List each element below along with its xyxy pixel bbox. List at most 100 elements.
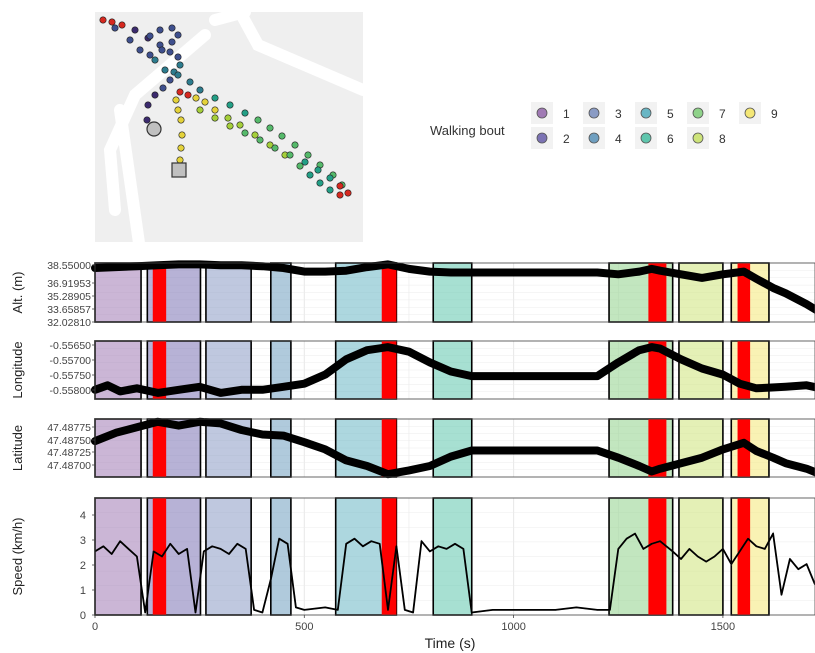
- start-marker: [146, 121, 162, 137]
- track-point: [172, 96, 180, 104]
- panel-frame: [94, 497, 815, 616]
- map-roads: [103, 6, 369, 256]
- y-tick-label: 33.65857: [47, 304, 91, 316]
- track-point: [143, 116, 151, 124]
- legend-items: 1 2 3 4 5 6 7 8 9: [531, 102, 778, 149]
- legend-swatch: [692, 107, 704, 119]
- legend-label: 6: [667, 132, 674, 146]
- legend-swatch: [536, 132, 548, 144]
- track-point: [344, 189, 352, 197]
- road-segment: [234, 6, 369, 96]
- y-tick-label: 4: [80, 510, 86, 522]
- legend-label: 8: [719, 132, 726, 146]
- series-line: [91, 260, 815, 314]
- track-point: [326, 186, 334, 194]
- track-point: [304, 151, 312, 159]
- y-tick-label: 3: [80, 535, 86, 547]
- y-tick-label: 0: [80, 610, 86, 622]
- highlight-band: [152, 263, 167, 322]
- bout-band: [678, 497, 724, 616]
- panel-speed: 0 1 2 3 4 Speed (km/h) 0 500 1000 1500 Time (s): [10, 497, 815, 651]
- chart-panels: 38.55000 36.9195335.2890533.6585732.02810…: [10, 260, 815, 651]
- track-point: [99, 16, 107, 24]
- y-tick-label: 32.02810: [47, 317, 91, 329]
- y-tick-label: 36.91953: [47, 278, 91, 290]
- track-point: [254, 116, 262, 124]
- track-point: [286, 151, 294, 159]
- y-tick-label: 2: [80, 560, 86, 572]
- y-tick-label: 47.48725: [47, 447, 91, 459]
- track-point: [241, 109, 249, 117]
- track-point: [296, 162, 304, 170]
- bout-band: [270, 418, 292, 478]
- track-point: [146, 32, 154, 40]
- legend-swatch: [640, 107, 652, 119]
- y-tick-label: 1: [80, 585, 86, 597]
- track-point: [211, 106, 219, 114]
- track-point: [166, 76, 174, 84]
- track-point: [291, 141, 299, 149]
- map-track: [99, 16, 352, 199]
- y-tick-label: 38.55000: [47, 260, 91, 272]
- track-point: [151, 56, 159, 64]
- highlight-band: [648, 263, 667, 322]
- track-point: [146, 51, 154, 59]
- track-point: [266, 124, 274, 132]
- series-line: [94, 532, 815, 614]
- legend-label: 7: [719, 107, 726, 121]
- y-tick-label: -0.55750: [50, 370, 92, 382]
- track-point: [176, 61, 184, 69]
- y-axis-label: Alt. (m): [10, 272, 25, 314]
- y-axis-label: Longitude: [10, 341, 25, 398]
- x-tick-label: 500: [295, 621, 313, 633]
- track-point: [178, 131, 186, 139]
- track-point: [326, 174, 334, 182]
- track-point: [144, 101, 152, 109]
- y-axis-label: Speed (km/h): [10, 517, 25, 595]
- track-point: [126, 36, 134, 44]
- map-panel: [95, 6, 369, 256]
- track-point: [314, 166, 322, 174]
- legend-label: 2: [563, 132, 570, 146]
- track-point: [176, 88, 184, 96]
- track-point: [136, 46, 144, 54]
- track-point: [201, 98, 209, 106]
- highlight-band: [648, 498, 667, 615]
- bout-band: [94, 262, 142, 323]
- panel-frame: [94, 340, 815, 400]
- track-point: [151, 91, 159, 99]
- legend-label: 1: [563, 107, 570, 121]
- bout-band: [205, 262, 252, 323]
- track-point: [174, 106, 182, 114]
- track-point: [301, 158, 309, 166]
- track-point: [224, 114, 232, 122]
- track-point: [278, 132, 286, 140]
- y-tick-label: -0.55650: [50, 340, 92, 352]
- track-point: [236, 121, 244, 129]
- legend-title: Walking bout: [430, 123, 505, 138]
- x-tick-label: 1000: [501, 621, 525, 633]
- track-point: [186, 78, 194, 86]
- legend-swatch: [536, 107, 548, 119]
- track-point: [256, 136, 264, 144]
- legend-swatch: [692, 132, 704, 144]
- bout-band: [270, 497, 292, 616]
- series-line: [91, 417, 815, 479]
- y-tick-label: -0.55700: [50, 355, 92, 367]
- highlight-band: [648, 419, 667, 477]
- track-point: [196, 86, 204, 94]
- track-point: [161, 66, 169, 74]
- track-point: [174, 31, 182, 39]
- track-point: [174, 71, 182, 79]
- y-tick-label: -0.55800: [50, 385, 92, 397]
- track-point: [316, 179, 324, 187]
- highlight-band: [152, 341, 167, 399]
- legend-swatch: [744, 107, 756, 119]
- bout-band: [678, 418, 724, 478]
- legend-label: 5: [667, 107, 674, 121]
- x-tick-label: 1500: [711, 621, 735, 633]
- bout-band: [205, 497, 252, 616]
- track-point: [226, 101, 234, 109]
- road-segment: [114, 104, 146, 256]
- legend-swatch: [588, 107, 600, 119]
